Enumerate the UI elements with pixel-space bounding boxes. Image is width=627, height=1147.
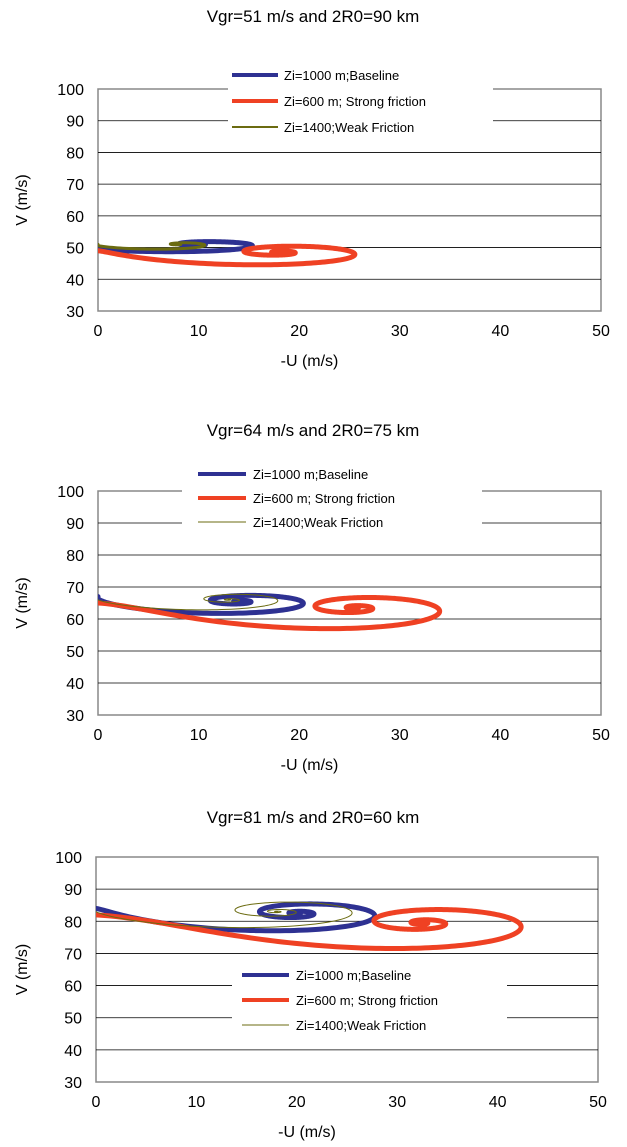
y-tick-label: 90 bbox=[64, 882, 82, 899]
y-axis-label: V (m/s) bbox=[14, 174, 31, 226]
y-tick-label: 80 bbox=[66, 548, 84, 565]
legend-label: Zi=1000 m;Baseline bbox=[284, 68, 399, 83]
series-line bbox=[98, 593, 279, 611]
x-tick-label: 0 bbox=[94, 323, 103, 340]
series-group bbox=[98, 239, 358, 268]
legend-label: Zi=1400;Weak Friction bbox=[284, 120, 414, 135]
series-line bbox=[98, 592, 306, 616]
legend: Zi=1000 m;Baseline Zi=600 m; Strong frict… bbox=[182, 467, 482, 548]
x-tick-label: 10 bbox=[190, 727, 208, 744]
y-tick-label: 70 bbox=[64, 946, 82, 963]
series-line bbox=[98, 243, 358, 268]
y-tick-label: 40 bbox=[66, 676, 84, 693]
y-axis-label: V (m/s) bbox=[14, 577, 31, 629]
y-tick-label: 50 bbox=[64, 1011, 82, 1028]
x-tick-label: 0 bbox=[94, 727, 103, 744]
x-axis-label: -U (m/s) bbox=[281, 353, 339, 370]
x-axis-label: -U (m/s) bbox=[281, 757, 339, 774]
legend-label: Zi=1000 m;Baseline bbox=[296, 968, 411, 983]
chart-title: Vgr=64 m/s and 2R0=75 km bbox=[207, 421, 420, 440]
x-tick-label: 50 bbox=[592, 323, 610, 340]
x-tick-label: 30 bbox=[391, 727, 409, 744]
x-tick-label: 40 bbox=[492, 727, 510, 744]
x-tick-label: 30 bbox=[388, 1094, 406, 1111]
y-tick-label: 30 bbox=[64, 1075, 82, 1092]
chart-1: Vgr=51 m/s and 2R0=90 km 30 40 50 60 70 80 90 10… bbox=[14, 7, 610, 370]
y-tick-label: 90 bbox=[66, 114, 84, 131]
legend-label: Zi=1000 m;Baseline bbox=[253, 467, 368, 482]
y-tick-label: 50 bbox=[66, 241, 84, 258]
legend-label: Zi=1400;Weak Friction bbox=[296, 1018, 426, 1033]
x-axis-label: -U (m/s) bbox=[278, 1124, 336, 1141]
legend-label: Zi=600 m; Strong friction bbox=[253, 491, 395, 506]
x-tick-label: 20 bbox=[290, 323, 308, 340]
x-tick-label: 20 bbox=[290, 727, 308, 744]
y-tick-label: 60 bbox=[66, 209, 84, 226]
chart-3: Vgr=81 m/s and 2R0=60 km 30 40 50 60 70 80 90 10… bbox=[14, 808, 607, 1141]
legend: Zi=1000 m;Baseline Zi=600 m; Strong frict… bbox=[232, 962, 507, 1038]
legend: Zi=1000 m;Baseline Zi=600 m; Strong frict… bbox=[228, 68, 493, 145]
y-tick-label: 50 bbox=[66, 644, 84, 661]
y-tick-label: 100 bbox=[57, 484, 84, 501]
x-tick-label: 10 bbox=[190, 323, 208, 340]
legend-label: Zi=600 m; Strong friction bbox=[284, 94, 426, 109]
chart-title: Vgr=81 m/s and 2R0=60 km bbox=[207, 808, 420, 827]
y-axis-label: V (m/s) bbox=[14, 944, 31, 996]
x-tick-label: 30 bbox=[391, 323, 409, 340]
y-tick-label: 60 bbox=[66, 612, 84, 629]
x-tick-label: 40 bbox=[489, 1094, 507, 1111]
series-group bbox=[96, 901, 524, 952]
series-line bbox=[96, 901, 353, 929]
series-line bbox=[98, 594, 443, 632]
y-tick-label: 30 bbox=[66, 708, 84, 725]
x-tick-label: 50 bbox=[592, 727, 610, 744]
legend-label: Zi=1400;Weak Friction bbox=[253, 515, 383, 530]
legend-label: Zi=600 m; Strong friction bbox=[296, 993, 438, 1008]
y-tick-label: 60 bbox=[64, 979, 82, 996]
x-tick-label: 40 bbox=[492, 323, 510, 340]
chart-2: Vgr=64 m/s and 2R0=75 km 30 40 50 60 70 80 90 10… bbox=[14, 421, 610, 774]
series-group bbox=[98, 592, 443, 632]
series-line bbox=[96, 907, 524, 952]
x-tick-label: 0 bbox=[92, 1094, 101, 1111]
x-tick-label: 50 bbox=[589, 1094, 607, 1111]
y-tick-label: 100 bbox=[57, 82, 84, 99]
y-tick-label: 70 bbox=[66, 580, 84, 597]
y-tick-label: 100 bbox=[55, 850, 82, 867]
x-tick-label: 20 bbox=[288, 1094, 306, 1111]
y-tick-label: 40 bbox=[66, 272, 84, 289]
y-tick-label: 30 bbox=[66, 304, 84, 321]
chart-title: Vgr=51 m/s and 2R0=90 km bbox=[207, 7, 420, 26]
series-line bbox=[98, 241, 207, 251]
y-tick-label: 80 bbox=[66, 145, 84, 162]
x-tick-label: 10 bbox=[188, 1094, 206, 1111]
y-tick-label: 40 bbox=[64, 1043, 82, 1060]
y-tick-label: 80 bbox=[64, 914, 82, 931]
y-tick-label: 90 bbox=[66, 516, 84, 533]
y-tick-label: 70 bbox=[66, 177, 84, 194]
